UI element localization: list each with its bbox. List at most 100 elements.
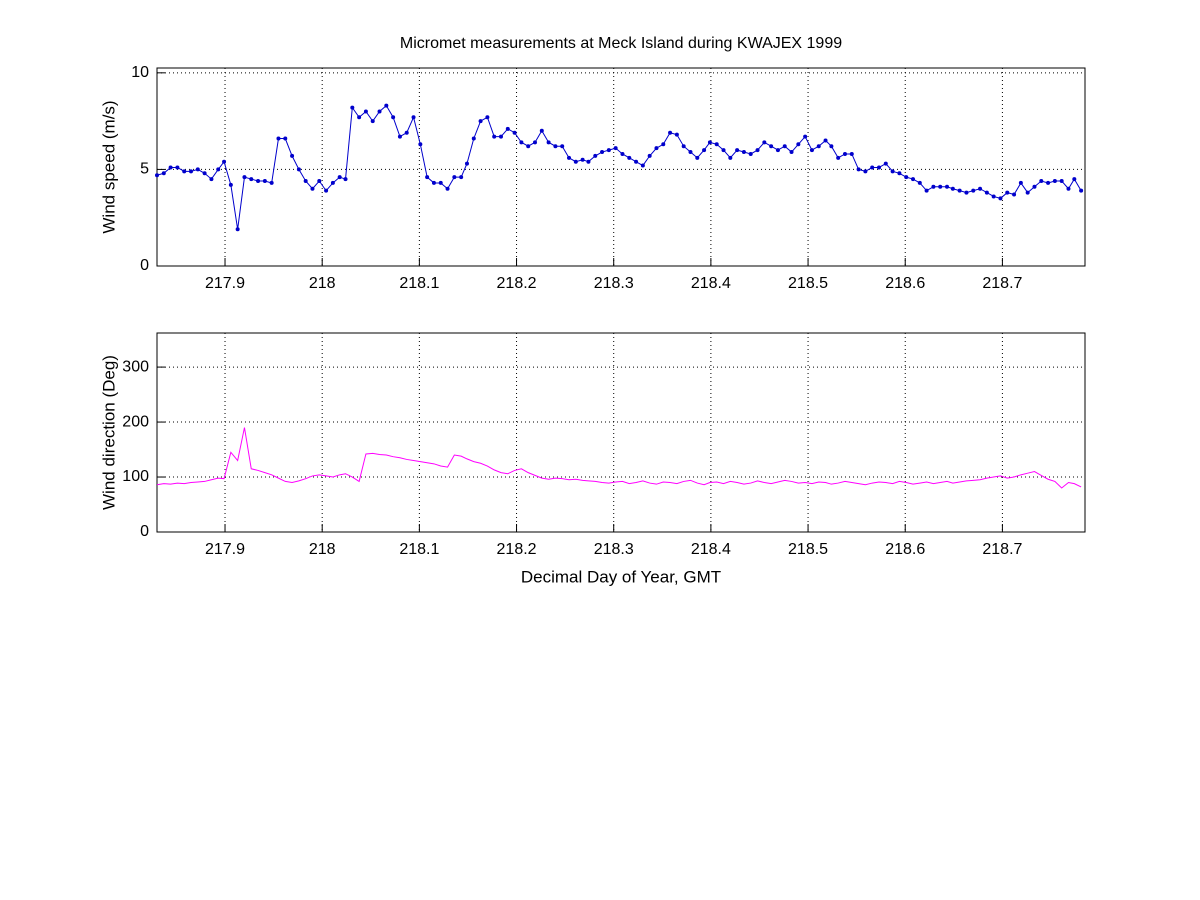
x-tick-label: 218.4 — [691, 541, 731, 558]
data-point — [182, 169, 187, 174]
data-point — [924, 188, 929, 193]
data-point — [870, 165, 875, 170]
data-point — [917, 180, 922, 185]
data-point — [411, 115, 416, 120]
data-point — [695, 155, 700, 160]
x-tick-label: 218.2 — [497, 275, 537, 292]
data-point — [938, 184, 943, 189]
y-tick-label: 0 — [140, 523, 149, 540]
data-point — [613, 146, 618, 151]
data-point — [498, 134, 503, 139]
axes-box — [156, 332, 1086, 533]
data-point — [606, 148, 611, 153]
data-point — [741, 150, 746, 155]
data-point — [1046, 180, 1051, 185]
data-point — [586, 159, 591, 164]
y-tick-label: 300 — [122, 358, 149, 375]
data-point — [1039, 179, 1044, 184]
y-tick-label: 200 — [122, 413, 149, 430]
x-tick-label: 218.7 — [982, 541, 1022, 558]
x-axis-label: Decimal Day of Year, GMT — [521, 567, 721, 586]
data-point — [769, 144, 774, 149]
data-point — [175, 165, 180, 170]
data-point — [890, 169, 895, 174]
data-point — [580, 157, 585, 162]
x-tick-label: 218.6 — [885, 541, 925, 558]
data-point — [863, 169, 868, 174]
data-point — [897, 171, 902, 176]
data-point — [728, 155, 733, 160]
data-point — [634, 159, 639, 164]
data-point — [242, 175, 247, 180]
data-point — [688, 150, 693, 155]
x-tick-label: 218.4 — [691, 275, 731, 292]
data-point — [1018, 180, 1023, 185]
data-point — [222, 159, 227, 164]
data-point — [647, 153, 652, 158]
data-point — [357, 115, 362, 120]
data-point — [464, 161, 469, 166]
y-axis-label: Wind speed (m/s) — [99, 100, 118, 233]
chart-title: Micromet measurements at Meck Island dur… — [400, 35, 842, 52]
data-point — [492, 134, 497, 139]
data-point — [431, 180, 436, 185]
data-point — [849, 151, 854, 156]
data-point — [971, 188, 976, 193]
data-point — [363, 109, 368, 114]
data-point — [445, 186, 450, 191]
data-point — [459, 175, 464, 180]
data-point — [1032, 184, 1037, 189]
data-point — [1079, 188, 1084, 193]
data-point — [755, 148, 760, 153]
data-point — [789, 150, 794, 155]
data-point — [762, 140, 767, 145]
data-point — [350, 105, 355, 110]
data-point — [519, 140, 524, 145]
data-point — [809, 148, 814, 153]
data-point — [560, 144, 565, 149]
data-point — [195, 167, 200, 172]
data-point — [1012, 192, 1017, 197]
data-point — [452, 175, 457, 180]
x-tick-label: 218.6 — [885, 275, 925, 292]
y-tick-label: 5 — [140, 161, 149, 178]
data-point — [775, 148, 780, 153]
data-point — [391, 115, 396, 120]
data-point — [998, 196, 1003, 201]
data-point — [310, 186, 315, 191]
data-point — [533, 140, 538, 145]
data-point — [303, 179, 308, 184]
data-point — [1052, 179, 1057, 184]
data-point — [856, 167, 861, 172]
data-point — [425, 175, 430, 180]
data-point — [1072, 177, 1077, 182]
data-point — [553, 144, 558, 149]
data-point — [964, 190, 969, 195]
data-point — [782, 144, 787, 149]
data-point — [155, 173, 159, 178]
axes-box — [156, 67, 1086, 267]
data-point — [202, 171, 207, 176]
data-point — [911, 177, 916, 182]
data-point — [290, 153, 295, 158]
data-point — [945, 184, 950, 189]
data-point — [377, 109, 382, 114]
data-point — [721, 148, 726, 153]
data-point — [189, 169, 194, 174]
data-point — [337, 175, 342, 180]
data-point — [317, 179, 322, 184]
x-tick-label: 218.1 — [399, 275, 439, 292]
data-point — [842, 151, 847, 156]
data-point — [235, 227, 240, 232]
data-point — [1005, 190, 1010, 195]
data-point — [876, 165, 881, 170]
data-point — [567, 155, 572, 160]
data-point — [397, 134, 402, 139]
data-point — [816, 144, 821, 149]
data-point — [627, 155, 632, 160]
data-point — [262, 179, 267, 184]
data-point — [546, 140, 551, 145]
data-point — [1025, 190, 1030, 195]
plot-area — [157, 333, 1085, 532]
